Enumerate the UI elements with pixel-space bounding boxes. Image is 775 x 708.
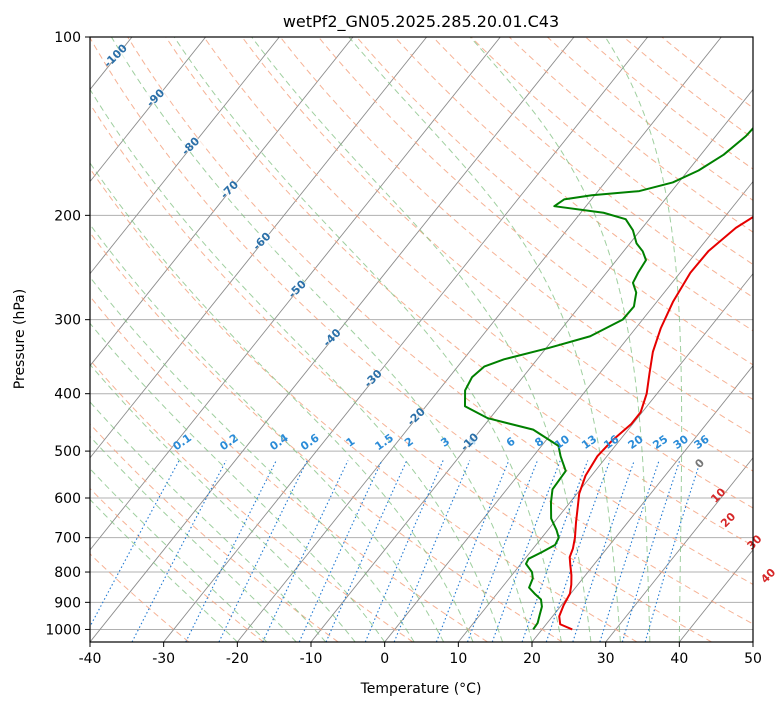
y-tick-label: 700 [54,531,81,547]
moist-adiabat [90,162,474,642]
x-tick-label: 0 [380,651,389,667]
moist-adiabat [111,37,533,642]
dry-adiabat [90,423,339,642]
mixing-ratio-line [262,460,349,642]
isotherm-line [90,37,280,275]
mixing-ratio-line [218,460,308,642]
moist-adiabat [90,468,268,642]
moist-adiabat [173,37,562,642]
mixing-ratio-line [325,460,408,642]
x-axis-label: Temperature (°C) [360,681,482,697]
mixing-ratio-line [491,460,561,642]
isotherm-line [531,365,753,642]
dewpoint-profile [463,126,753,631]
x-tick-label: 50 [744,651,762,667]
y-tick-label: 100 [54,30,81,46]
moist-adiabat [469,37,651,642]
dry-adiabat [165,37,753,547]
y-tick-label: 800 [54,565,81,581]
temperature-profile [558,215,753,631]
isotherm-line [457,272,753,642]
mixing-ratio-line [185,460,277,642]
moist-adiabat [90,322,386,642]
y-tick-label: 1000 [45,622,81,638]
isotherm-line [384,180,753,642]
x-tick-label: 20 [523,651,541,667]
isotherm-line [90,37,501,551]
x-tick-label: 40 [670,651,688,667]
isotherm-line [90,37,207,183]
y-tick-label: 200 [54,208,81,224]
isotherm-line [90,37,428,459]
moist-adiabat [90,363,356,642]
mixing-ratio-line [521,460,589,642]
x-tick-label: 10 [449,651,467,667]
plot-frame [89,36,754,643]
isotherm-line [605,457,753,642]
x-tick-label: -40 [79,651,102,667]
y-axis-label: Pressure (hPa) [12,289,28,389]
moist-adiabat [251,37,592,642]
dry-adiabat [432,37,753,298]
dry-adiabat [279,37,753,436]
dry-adiabat [470,37,753,266]
y-tick-label: 500 [54,444,81,460]
y-tick-label: 300 [54,313,81,329]
moist-adiabat [90,498,238,642]
y-tick-label: 600 [54,491,81,507]
x-tick-label: 30 [597,651,615,667]
dry-adiabat [90,295,488,642]
mixing-ratio-line [393,460,471,642]
isotherm-line [163,37,649,642]
plot-area: 0.10.20.40.611.52346810131620253036-100-… [90,37,775,642]
isotherm-line [90,37,354,367]
dry-adiabat [203,37,753,509]
mixing-ratio-line [298,460,383,642]
moist-adiabat [90,435,297,642]
y-tick-label: 900 [54,595,81,611]
dry-adiabat [90,102,712,642]
mixing-ratio-line [466,460,538,642]
moist-adiabat [348,37,621,642]
moist-adiabat [604,37,683,642]
chart-title: wetPf2_GN05.2025.285.20.01.C43 [283,12,559,32]
dry-adiabat [318,37,753,401]
mixing-ratio-line [545,460,611,642]
dry-adiabat [508,37,753,233]
mixing-ratio-line [364,460,444,642]
isotherm-line [236,37,722,642]
moist-adiabat [90,88,504,642]
x-tick-label: -10 [300,651,323,667]
mixing-ratio-line [435,460,510,642]
moist-adiabat [90,276,415,642]
dry-adiabat [241,37,753,472]
x-tick-label: -30 [152,651,175,667]
y-tick-label: 400 [54,387,81,403]
x-tick-label: -20 [226,651,249,667]
dry-adiabat [90,231,563,642]
moist-adiabat [90,223,445,642]
